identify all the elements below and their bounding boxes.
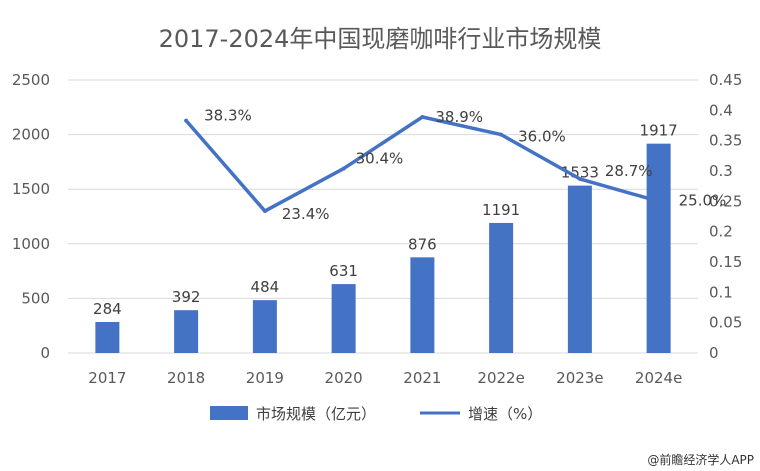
x-tick-label: 2019 (246, 369, 284, 387)
y-right-tick-label: 0.25 (709, 192, 742, 210)
y-right-tick-label: 0.45 (709, 71, 742, 89)
bar (95, 321, 120, 353)
bar-data-labels: 284 392 484 631 876 1191 1533 1917 (93, 122, 678, 318)
legend-line-label: 增速（%） (468, 405, 542, 423)
line-value-label: 30.4% (356, 150, 404, 168)
y-left-tick-label: 0 (40, 344, 50, 362)
bar-value-label: 392 (172, 288, 201, 306)
bar-value-label: 1533 (561, 164, 599, 182)
bar-series (95, 143, 671, 353)
x-tick-label: 2022e (477, 369, 524, 387)
y-right-tick-label: 0.4 (709, 101, 733, 119)
line-value-label: 25.0% (679, 191, 727, 209)
line-point (420, 115, 425, 120)
x-tick-label: 2017 (88, 369, 126, 387)
y-axis-right: 0 0.05 0.1 0.15 0.2 0.25 0.3 0.35 0.4 0.45 (709, 71, 742, 362)
x-tick-label: 2021 (403, 369, 441, 387)
y-right-tick-label: 0.15 (709, 253, 742, 271)
bar (174, 310, 199, 353)
y-right-tick-label: 0.3 (709, 162, 733, 180)
line-value-label: 38.9% (435, 108, 483, 126)
line-series (184, 115, 661, 214)
y-axis-left: 0 500 1000 1500 2000 2500 (12, 71, 50, 362)
line-point (262, 209, 267, 214)
line-value-label: 36.0% (518, 128, 566, 146)
bar (489, 222, 514, 353)
bar-value-label: 484 (251, 278, 280, 296)
y-left-tick-label: 1500 (12, 180, 50, 198)
line-data-labels: 38.3% 23.4% 30.4% 38.9% 36.0% 28.7% 25.0% (204, 107, 726, 223)
y-right-tick-label: 0.35 (709, 132, 742, 150)
y-left-tick-label: 500 (21, 289, 50, 307)
y-right-tick-label: 0.2 (709, 223, 733, 241)
line-point (184, 118, 189, 123)
x-tick-label: 2024e (635, 369, 682, 387)
chart-title: 2017-2024年中国现磨咖啡行业市场规模 (159, 25, 602, 53)
line-value-label: 23.4% (282, 205, 330, 223)
y-left-tick-label: 1000 (12, 235, 50, 253)
line-point (656, 199, 661, 204)
bar (331, 284, 356, 353)
x-tick-label: 2023e (556, 369, 603, 387)
line-point (499, 132, 504, 137)
y-right-tick-label: 0 (709, 344, 719, 362)
legend-bar-label: 市场规模（亿元） (256, 405, 376, 423)
x-tick-label: 2018 (167, 369, 205, 387)
line-value-label: 38.3% (204, 107, 252, 125)
bar (410, 257, 435, 353)
y-left-tick-label: 2500 (12, 71, 50, 89)
watermark: @前瞻经济学人APP (647, 452, 754, 467)
bar (646, 143, 671, 353)
bar-value-label: 876 (408, 235, 437, 253)
legend: 市场规模（亿元） 增速（%） (210, 405, 542, 423)
bar (252, 300, 277, 353)
bar-value-label: 631 (329, 262, 358, 280)
y-right-tick-label: 0.05 (709, 314, 742, 332)
y-right-tick-label: 0.1 (709, 283, 733, 301)
gridlines (68, 79, 698, 354)
line-point (577, 176, 582, 181)
bar-value-label: 1917 (640, 122, 678, 140)
y-left-tick-label: 2000 (12, 126, 50, 144)
x-axis: 2017 2018 2019 2020 2021 2022e 2023e 2024e (88, 369, 682, 387)
legend-bar-swatch (210, 406, 248, 420)
bar-value-label: 284 (93, 300, 122, 318)
bar-value-label: 1191 (482, 201, 520, 219)
bar (567, 185, 592, 353)
line-value-label: 28.7% (605, 162, 653, 180)
line-point (341, 166, 346, 171)
x-tick-label: 2020 (325, 369, 363, 387)
